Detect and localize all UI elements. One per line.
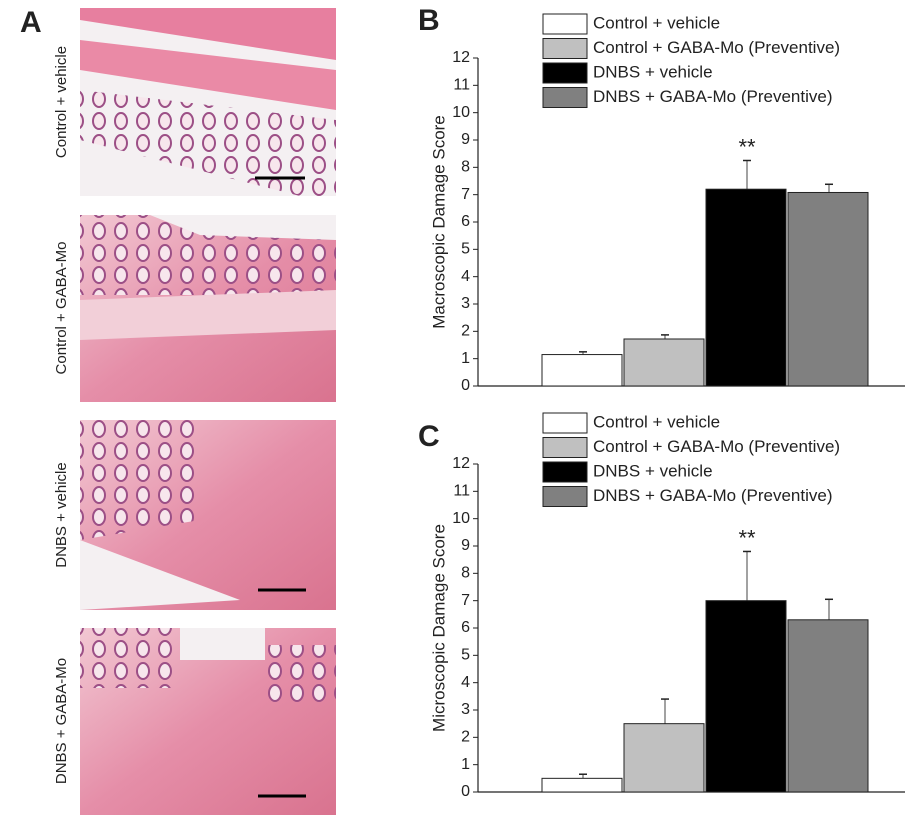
legend-label: Control + vehicle [593, 13, 720, 32]
legend-label: Control + GABA-Mo (Preventive) [593, 38, 840, 57]
y-tick-label: 6 [461, 619, 470, 636]
histology-1 [80, 8, 336, 196]
significance: ** [738, 134, 756, 159]
legend-swatch [542, 62, 588, 84]
y-tick-label: 3 [461, 701, 470, 718]
significance: ** [738, 525, 756, 550]
y-tick-label: 0 [461, 377, 470, 394]
y-tick-label: 7 [461, 186, 470, 203]
y-tick-label: 2 [461, 323, 470, 340]
legend-label: DNBS + GABA-Mo (Preventive) [593, 486, 833, 505]
image-label: Control + GABA-Mo [53, 242, 70, 375]
histology-3 [80, 420, 336, 610]
legend-label: Control + vehicle [593, 412, 720, 431]
image-label: DNBS + GABA-Mo [53, 658, 70, 784]
legend-swatch [542, 486, 588, 507]
y-tick-label: 0 [461, 783, 470, 800]
legend-label: Control + GABA-Mo (Preventive) [593, 437, 840, 456]
legend-swatch [542, 461, 588, 483]
y-tick-label: 6 [461, 213, 470, 230]
y-axis-label: Macroscopic Damage Score [429, 115, 448, 329]
image-label: DNBS + vehicle [53, 462, 70, 567]
y-tick-label: 9 [461, 131, 470, 148]
image-label: Control + vehicle [53, 46, 70, 158]
y-tick-label: 4 [461, 268, 470, 285]
panel-label: A [20, 6, 42, 39]
y-tick-label: 12 [452, 49, 470, 66]
bar [541, 354, 623, 387]
y-tick-label: 10 [452, 510, 470, 527]
y-tick-label: 5 [461, 241, 470, 258]
legend-swatch [542, 87, 588, 108]
y-tick-label: 11 [453, 483, 470, 500]
y-tick-label: 9 [461, 537, 470, 554]
bar [705, 600, 787, 793]
panel-label: B [418, 4, 440, 37]
panel-label: C [418, 420, 440, 453]
histology-4 [80, 628, 336, 815]
y-tick-label: 1 [461, 756, 470, 773]
bar [787, 619, 869, 793]
legend-label: DNBS + vehicle [593, 62, 713, 81]
bar [623, 723, 705, 793]
y-axis-label: Microscopic Damage Score [429, 524, 448, 732]
y-tick-label: 12 [452, 455, 470, 472]
y-tick-label: 7 [461, 592, 470, 609]
y-tick-label: 4 [461, 674, 470, 691]
legend-swatch [542, 437, 588, 458]
bar [623, 338, 705, 387]
bar [787, 191, 869, 387]
legend-swatch [542, 412, 588, 434]
y-tick-label: 8 [461, 159, 470, 176]
y-tick-label: 11 [453, 77, 470, 94]
bar [541, 777, 623, 793]
y-tick-label: 5 [461, 647, 470, 664]
y-tick-label: 2 [461, 729, 470, 746]
bar [705, 188, 787, 387]
legend-swatch [542, 38, 588, 59]
histology-2 [80, 215, 336, 402]
legend-label: DNBS + vehicle [593, 461, 713, 480]
y-tick-label: 3 [461, 295, 470, 312]
legend-label: DNBS + GABA-Mo (Preventive) [593, 87, 833, 106]
y-tick-label: 10 [452, 104, 470, 121]
y-tick-label: 1 [461, 350, 470, 367]
y-tick-label: 8 [461, 565, 470, 582]
legend-swatch [542, 13, 588, 35]
